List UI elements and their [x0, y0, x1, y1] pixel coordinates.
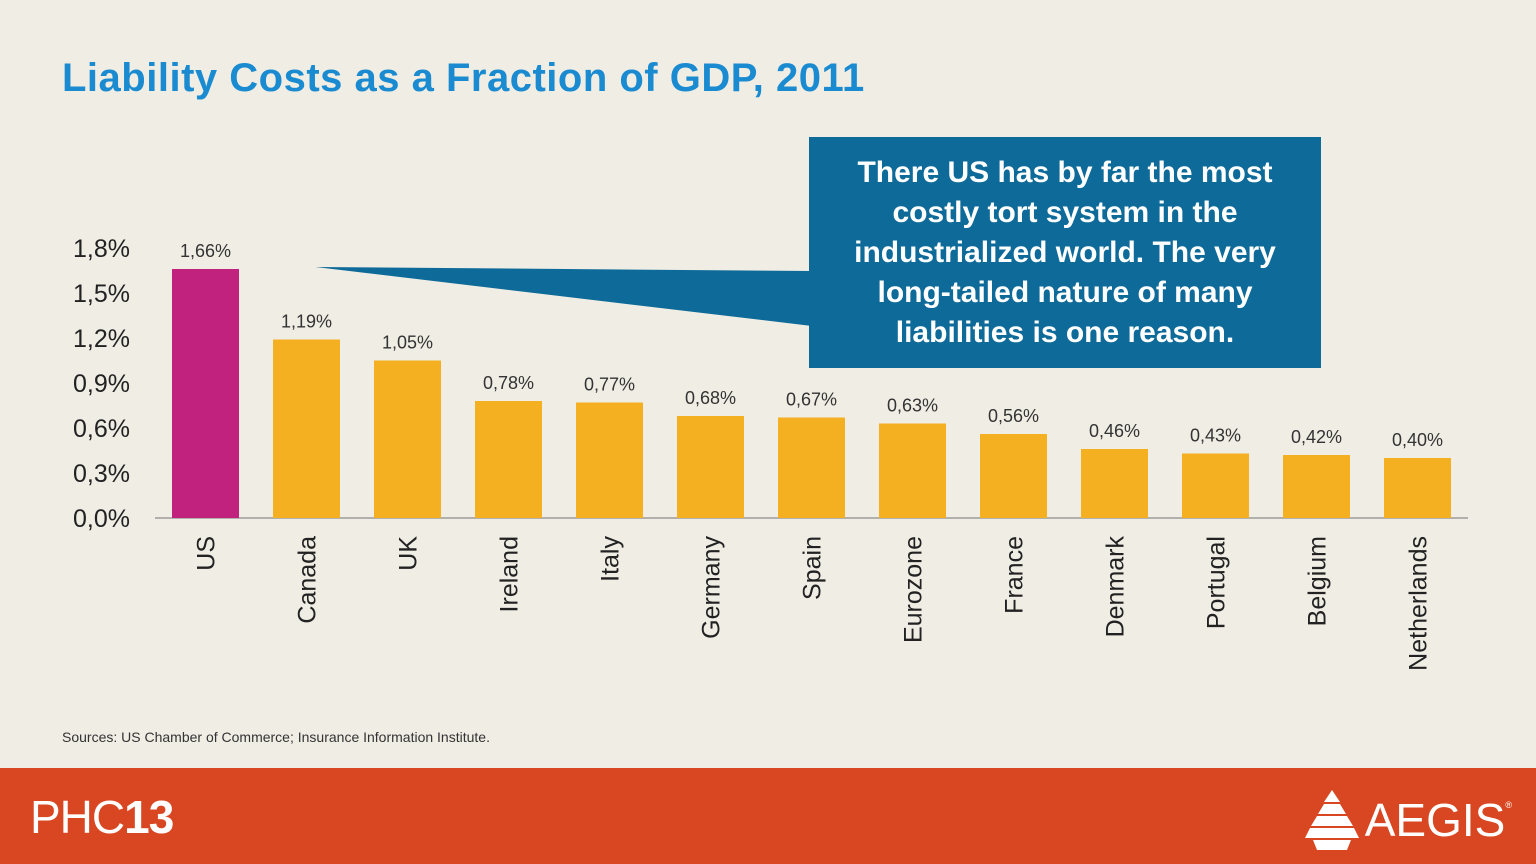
data-label: 0,43%: [1190, 426, 1241, 446]
x-tick-label: Belgium: [1304, 536, 1332, 626]
y-tick-label: 0,0%: [73, 505, 130, 533]
bar-chart: 0,0% 0,3% 0,6% 0,9% 1,2% 1,5% 1,8% 1,66% US 1,19%…: [73, 235, 1468, 671]
slide-title: Liability Costs as a Fraction of GDP, 20…: [62, 56, 865, 100]
x-tick-label: Italy: [597, 536, 625, 582]
data-label: 0,42%: [1291, 427, 1342, 447]
data-label: 0,68%: [685, 388, 736, 408]
data-label: 1,05%: [382, 333, 433, 353]
y-tick-label: 1,5%: [73, 280, 130, 308]
y-tick-label: 0,9%: [73, 370, 130, 398]
bar-denmark: [1081, 449, 1148, 518]
bar-netherlands: [1384, 458, 1451, 518]
x-tick-label: France: [1001, 536, 1029, 614]
bar-germany: [677, 416, 744, 518]
data-label: 0,78%: [483, 373, 534, 393]
aegis-logo: AEGIS ®: [1304, 790, 1512, 850]
callout-pointer: [315, 267, 812, 326]
bar-uk: [374, 360, 441, 518]
bar-portugal: [1182, 453, 1249, 518]
x-tick-label: Netherlands: [1405, 536, 1433, 671]
data-label: 0,77%: [584, 375, 635, 395]
x-tick-label: Germany: [698, 536, 726, 639]
x-tick-label: Spain: [799, 536, 827, 600]
bar-belgium: [1283, 455, 1350, 518]
bar-spain: [778, 417, 845, 518]
aegis-pyramid-icon: [1304, 790, 1359, 850]
y-tick-label: 0,6%: [73, 415, 130, 443]
data-label: 0,56%: [988, 406, 1039, 426]
x-tick-label: US: [193, 536, 221, 571]
bar-canada: [273, 339, 340, 518]
y-tick-label: 1,2%: [73, 325, 130, 353]
data-label: 1,66%: [180, 241, 231, 261]
bar-france: [980, 434, 1047, 518]
bar-italy: [576, 402, 643, 518]
data-label: 0,46%: [1089, 421, 1140, 441]
footer-band: PHC13 AEGIS ®: [0, 768, 1536, 864]
data-label: 0,63%: [887, 396, 938, 416]
brand-wordmark: AEGIS: [1364, 794, 1506, 846]
registered-mark: ®: [1505, 800, 1512, 810]
x-tick-label: UK: [395, 536, 423, 571]
x-tick-label: Canada: [294, 536, 322, 624]
data-label: 1,19%: [281, 312, 332, 332]
bar-eurozone: [879, 423, 946, 518]
callout-box: There US has by far the most costly tort…: [809, 137, 1321, 368]
y-tick-label: 1,8%: [73, 235, 130, 263]
event-number: 13: [124, 791, 174, 843]
x-tick-label: Eurozone: [900, 536, 928, 643]
phc13-logo: PHC13: [30, 790, 174, 844]
sources-note: Sources: US Chamber of Commerce; Insuran…: [62, 729, 490, 745]
x-tick-label: Denmark: [1102, 536, 1130, 638]
data-label: 0,40%: [1392, 430, 1443, 450]
y-tick-label: 0,3%: [73, 460, 130, 488]
x-tick-label: Ireland: [496, 536, 524, 612]
bar-us: [172, 269, 239, 518]
bar-ireland: [475, 401, 542, 518]
x-tick-label: Portugal: [1203, 536, 1231, 629]
data-label: 0,67%: [786, 390, 837, 410]
event-prefix: PHC: [30, 791, 125, 843]
